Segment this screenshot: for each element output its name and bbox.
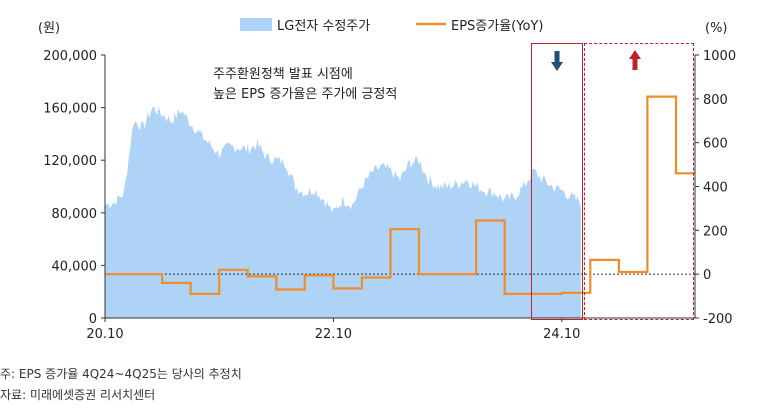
highlight-box-dashed: [583, 43, 694, 320]
right-tick-label: -200: [703, 312, 733, 327]
x-tick-label: 20.10: [86, 327, 123, 342]
left-tick-label: 0: [89, 312, 97, 327]
annotation-line: 주주환원정책 발표 시점에: [213, 67, 353, 82]
left-unit-label: (원): [38, 21, 60, 36]
x-tick-label: 24.10: [543, 327, 580, 342]
legend-label-price: LG전자 수정주가: [277, 19, 370, 34]
left-tick-label: 200,000: [43, 49, 97, 64]
eps-growth-line: [105, 95, 695, 295]
right-tick-label: 1000: [703, 49, 736, 64]
right-unit-label: (%): [705, 21, 728, 36]
right-tick-label: 800: [703, 93, 728, 108]
axis-layer: 040,00080,000120,000160,000200,000-20002…: [38, 21, 736, 342]
annotation-line: 높은 EPS 증가율은 주가에 긍정적: [213, 87, 397, 102]
left-tick-label: 120,000: [43, 154, 97, 169]
right-tick-label: 400: [703, 181, 728, 196]
eps-line-layer: [105, 95, 695, 295]
right-tick-label: 0: [703, 268, 711, 283]
left-tick-label: 160,000: [43, 102, 97, 117]
legend-swatch-price: [240, 18, 272, 31]
footnote-source: 자료: 미래에셋증권 리서치센터: [0, 388, 156, 402]
chart-svg: 040,00080,000120,000160,000200,000-20002…: [38, 18, 736, 342]
down-arrow-icon: [551, 51, 564, 71]
x-tick-label: 22.10: [315, 327, 352, 342]
legend-label-eps: EPS증가율(YoY): [451, 19, 543, 34]
left-tick-label: 80,000: [52, 207, 98, 222]
right-tick-label: 200: [703, 224, 728, 239]
arrow-layer: [551, 50, 641, 71]
highlight-box-solid: [531, 43, 583, 320]
footnote-estimate: 주: EPS 증가율 4Q24~4Q25는 당사의 추정치: [0, 367, 242, 381]
left-tick-label: 40,000: [52, 259, 98, 274]
up-arrow-icon: [629, 50, 641, 70]
right-tick-label: 600: [703, 137, 728, 152]
price-area: [105, 106, 581, 318]
price-area-layer: [105, 106, 581, 318]
legend: LG전자 수정주가 EPS증가율(YoY): [240, 18, 543, 34]
